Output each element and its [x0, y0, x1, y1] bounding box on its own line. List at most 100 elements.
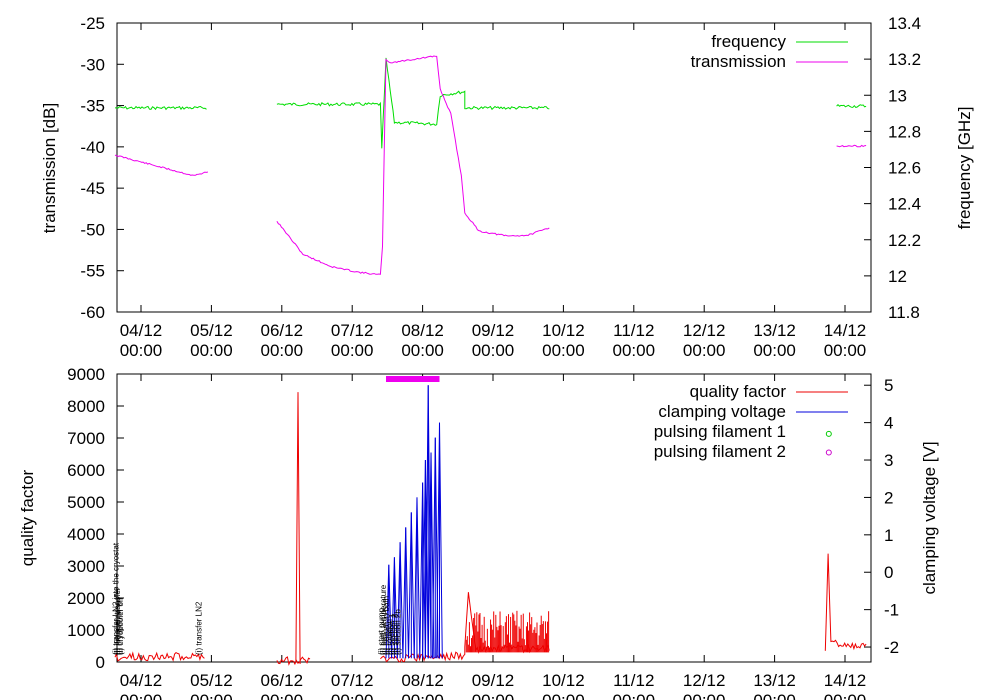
xtick-date: 13/12 [753, 321, 796, 340]
bottom-ytick-label: 6000 [67, 461, 105, 480]
clamping-voltage-pulse [413, 497, 421, 659]
xtick-time: 00:00 [824, 341, 867, 360]
series-quality-factor-line [114, 651, 205, 662]
xtick-time: 00:00 [753, 341, 796, 360]
top-y2tick-label: 13.2 [888, 50, 921, 69]
bottom-ytick-label: 2000 [67, 589, 105, 608]
legend-label-pulsing-filament-2: pulsing filament 2 [654, 442, 786, 461]
xtick-time: 00:00 [472, 691, 515, 700]
bottom-y2tick-label: 1 [884, 526, 893, 545]
bottom-ytick-label: 4000 [67, 525, 105, 544]
xtick-time: 00:00 [542, 341, 585, 360]
xtick-date: 10/12 [542, 671, 585, 690]
top-xtick-label: 11/12 00:00 [613, 321, 656, 360]
series-transmission-line [836, 144, 867, 148]
top-y2tick-label: 12.8 [888, 122, 921, 141]
annotation-label: (i) section 2 [390, 613, 399, 655]
xtick-time: 00:00 [683, 341, 726, 360]
bottom-y2tick-label: -2 [884, 638, 899, 657]
series-frequency-line [276, 57, 550, 149]
top-xtick-label: 13/12 00:00 [753, 321, 796, 360]
xtick-date: 11/12 [613, 671, 654, 690]
top-xtick-label: 08/12 00:00 [401, 321, 444, 360]
clamping-voltage-pulse [396, 542, 404, 659]
xtick-date: 09/12 [472, 321, 515, 340]
top-ytick-label: -40 [80, 138, 105, 157]
xtick-time: 00:00 [261, 691, 304, 700]
bottom-ytick-label: 5000 [67, 493, 105, 512]
bottom-axes: 0 1000 2000 3000 4000 5000 6000 7000 8000 9000 -2 -… [67, 365, 899, 700]
top-xtick-label: 10/12 00:00 [542, 321, 585, 360]
xtick-date: 14/12 [824, 321, 867, 340]
top-y2tick-label: 13 [888, 86, 907, 105]
top-xtick-label: 04/12 00:00 [120, 321, 163, 360]
xtick-date: 11/12 [613, 321, 654, 340]
bottom-y2tick-label: 3 [884, 451, 893, 470]
xtick-time: 00:00 [613, 691, 656, 700]
annotation-label: (i) start pump [377, 607, 386, 655]
bottom-ytick-label: 0 [96, 653, 105, 672]
annotation-label: (i) cryocooler on [114, 598, 123, 655]
bottom-legend: quality factor clamping voltage pulsing … [654, 382, 848, 461]
top-y2tick-label: 12.6 [888, 159, 921, 178]
bottom-y2tick-label: 2 [884, 488, 893, 507]
bottom-plot-frame [116, 373, 872, 663]
xtick-date: 07/12 [331, 671, 374, 690]
xtick-date: 07/12 [331, 321, 374, 340]
xtick-time: 00:00 [401, 341, 444, 360]
top-xtick-label: 07/12 00:00 [331, 321, 374, 360]
top-axes: -60 -55 -50 -45 -40 -35 -30 -25 11.8 12 12.2 12.4 12… [80, 14, 921, 360]
top-xtick-label: 12/12 00:00 [683, 321, 726, 360]
xtick-time: 00:00 [753, 691, 796, 700]
clamping-voltage-pulse [422, 459, 429, 659]
series-transmission-line [114, 154, 209, 176]
xtick-date: 08/12 [401, 671, 444, 690]
top-y2tick-label: 12 [888, 267, 907, 286]
top-y2label: frequency [GHz] [955, 107, 974, 230]
xtick-date: 13/12 [753, 671, 796, 690]
top-ytick-label: -30 [80, 55, 105, 74]
bottom-series-group: (i) transfer LN2 into the cryostat(i) ni… [112, 376, 867, 666]
xtick-time: 00:00 [261, 341, 304, 360]
xtick-date: 14/12 [824, 671, 867, 690]
annotation-label: (i) transfer LN2 into the cryostat [112, 542, 121, 655]
bottom-y2tick-label: 0 [884, 563, 893, 582]
xtick-time: 00:00 [331, 341, 374, 360]
top-y2tick-label: 11.8 [888, 303, 920, 322]
xtick-date: 04/12 [120, 321, 163, 340]
top-legend: frequency transmission [691, 32, 848, 71]
xtick-time: 00:00 [120, 691, 163, 700]
legend-label-transmission: transmission [691, 52, 786, 71]
top-ytick-label: -50 [80, 220, 105, 239]
legend-label-quality-factor: quality factor [690, 382, 787, 401]
xtick-date: 09/12 [472, 671, 515, 690]
top-xtick-label: 14/12 00:00 [824, 321, 867, 360]
pulsing-filament-2-marker [825, 449, 832, 456]
annotation-label: (i) section 1 [388, 613, 397, 655]
top-ytick-label: -35 [80, 97, 105, 116]
top-ytick-label: -25 [80, 14, 105, 33]
legend-label-pulsing-filament-1: pulsing filament 1 [654, 422, 786, 441]
xtick-time: 00:00 [401, 691, 444, 700]
annotation-label: (i) helium in bath [381, 596, 390, 655]
bottom-ytick-label: 3000 [67, 557, 105, 576]
xtick-time: 00:00 [824, 691, 867, 700]
top-xtick-label: 09/12 00:00 [472, 321, 515, 360]
bottom-ylabel: quality factor [18, 469, 37, 566]
bottom-y2tick-label: -1 [884, 601, 899, 620]
xtick-date: 08/12 [401, 321, 444, 340]
bottom-ytick-label: 7000 [67, 429, 105, 448]
series-frequency-line [836, 103, 867, 108]
xtick-time: 00:00 [190, 341, 233, 360]
xtick-date: 06/12 [261, 671, 304, 690]
annotation-label: (i) transfer LN2 [195, 601, 204, 655]
